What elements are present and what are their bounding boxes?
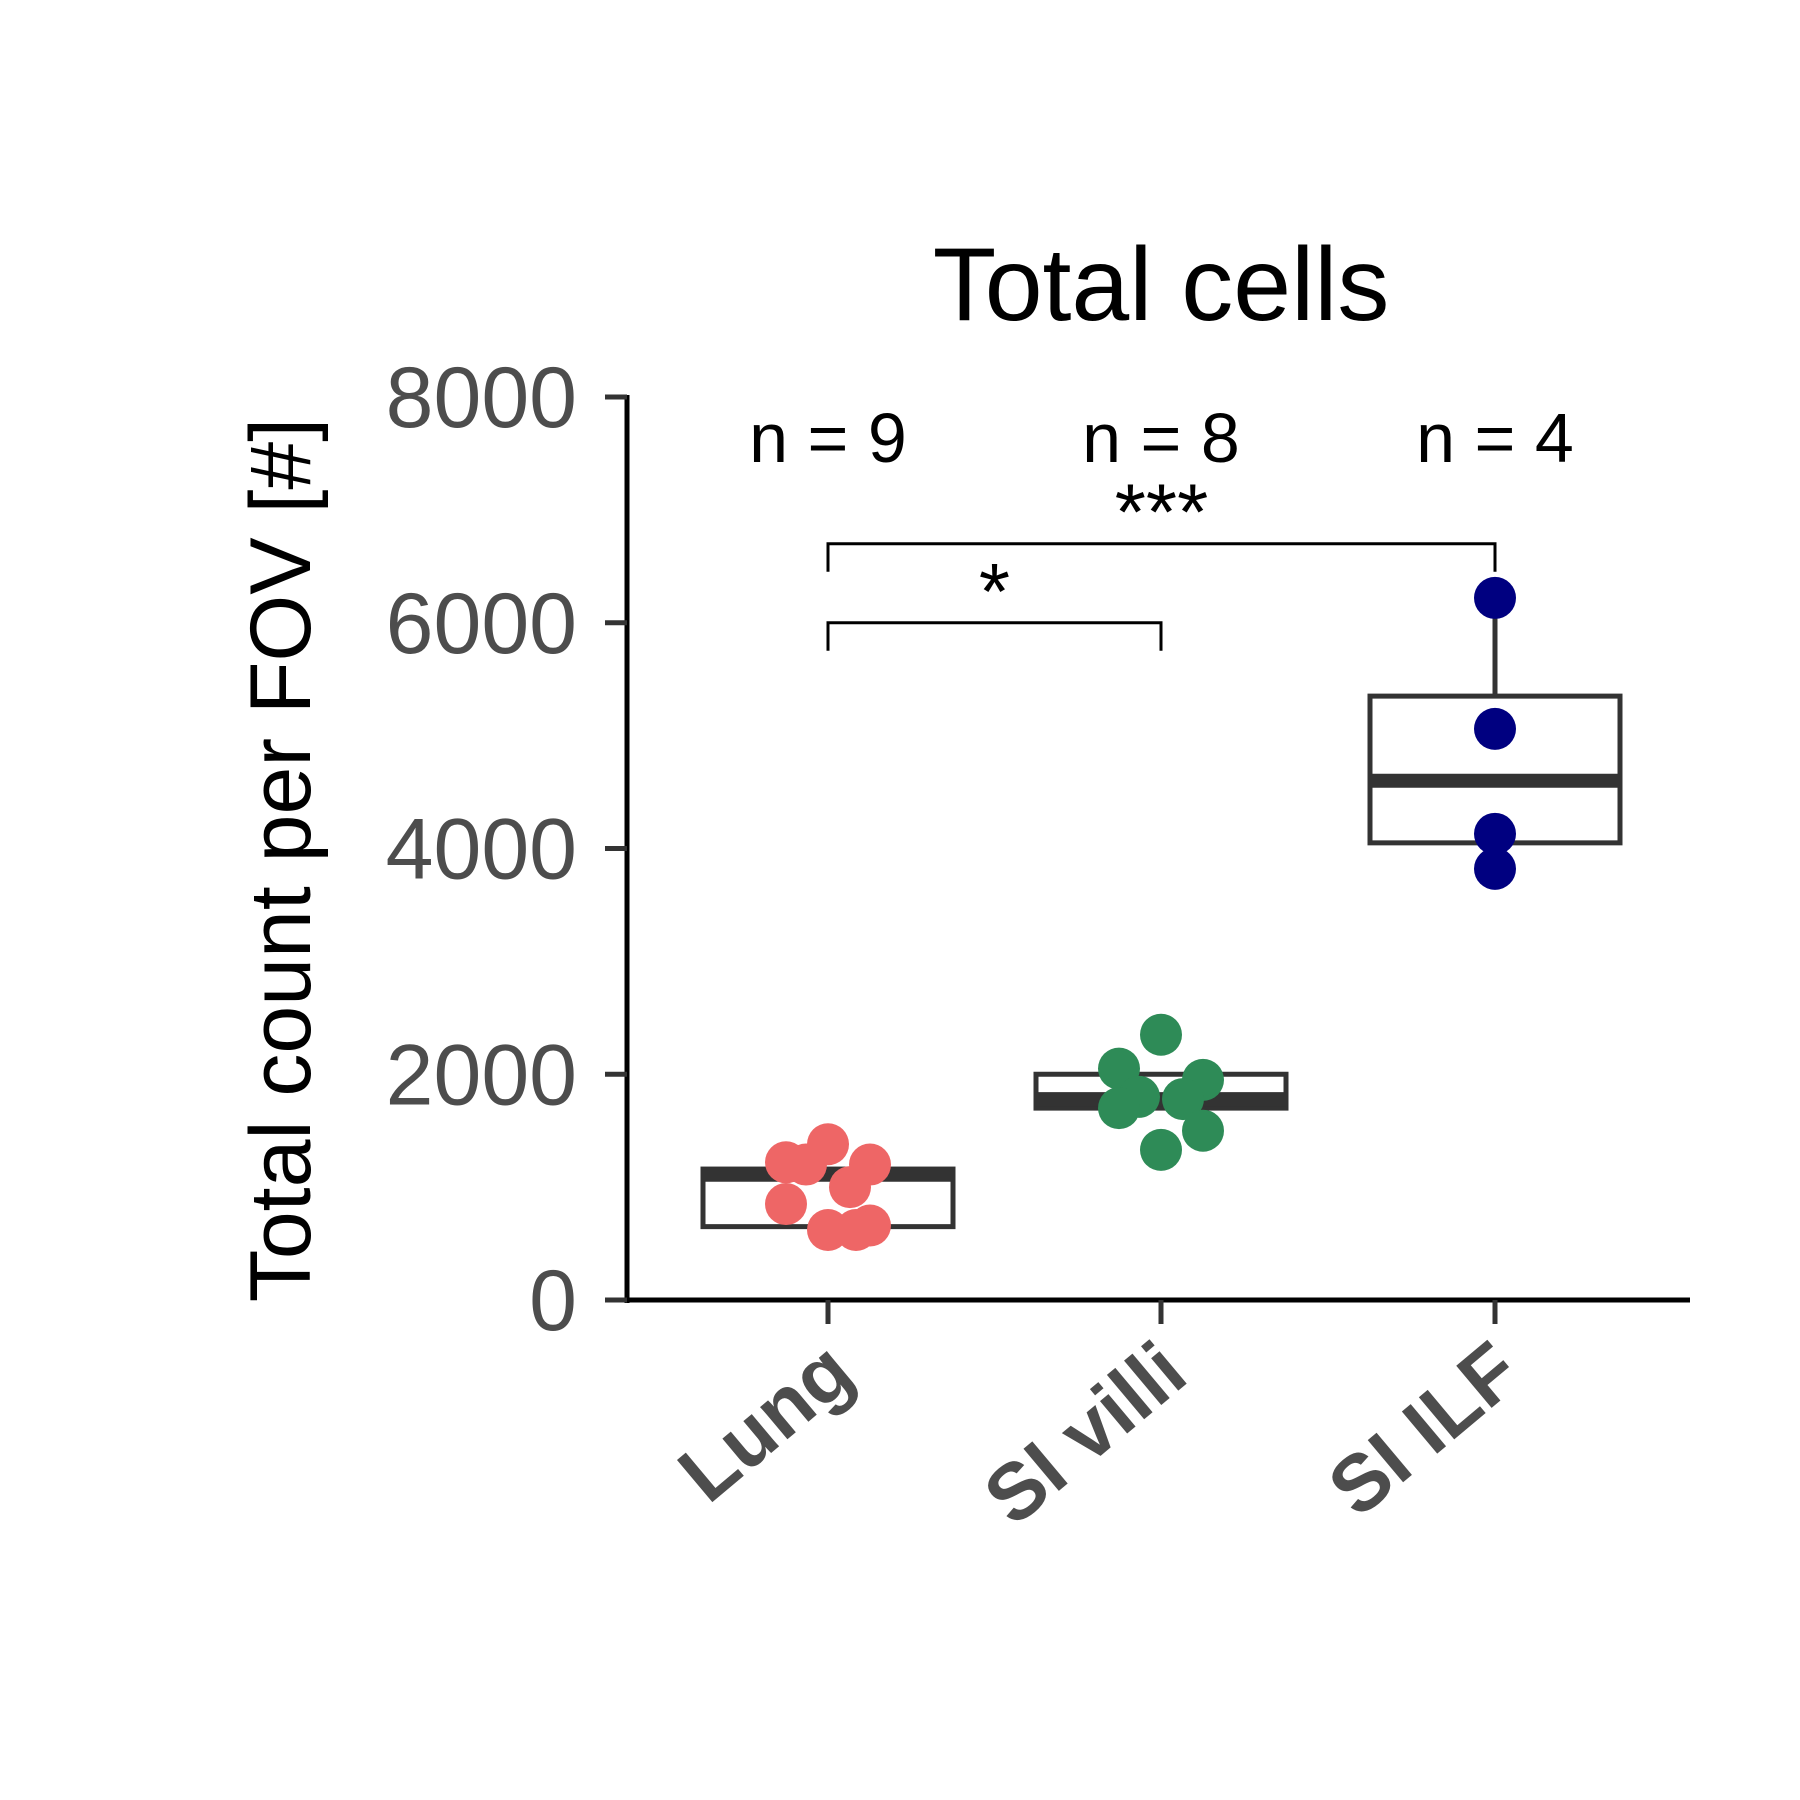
data-point [1474,707,1516,750]
x-tick-label: SI villi [968,1325,1202,1542]
significance-bracket [826,621,1163,651]
data-point [765,1183,807,1226]
y-tick-label: 2000 [386,1027,577,1123]
data-point [1140,1128,1182,1171]
y-tick-label: 6000 [386,576,577,672]
n-label: n = 9 [749,399,907,477]
x-tick-label: SI ILF [1312,1325,1536,1533]
data-point [1098,1087,1140,1130]
n-label: n = 4 [1416,399,1574,477]
significance-bracket [826,542,1497,572]
data-point [829,1166,871,1209]
data-point [1474,576,1516,619]
y-tick-label: 8000 [386,350,577,446]
y-tick-label: 0 [529,1253,577,1349]
box-2 [1033,1071,1289,1111]
n-label: n = 8 [1082,399,1240,477]
x-tick-label: Lung [662,1325,869,1519]
data-point [835,1209,877,1252]
data-point [1162,1078,1204,1121]
significance-label: * [979,547,1010,636]
data-point [1474,847,1516,890]
y-tick-label: 4000 [386,802,577,898]
data-point [1140,1013,1182,1056]
data-point [1182,1109,1224,1152]
y-axis-label: Total count per FOV [#] [233,418,329,1302]
data-point [785,1143,827,1186]
data-point [1474,812,1516,855]
significance-label: *** [1115,468,1208,557]
plot-area: 0 2000 4000 6000 8000 Lung SI villi SI ILF n = 9… [386,350,1690,1542]
chart-title: Total cells [933,227,1390,343]
